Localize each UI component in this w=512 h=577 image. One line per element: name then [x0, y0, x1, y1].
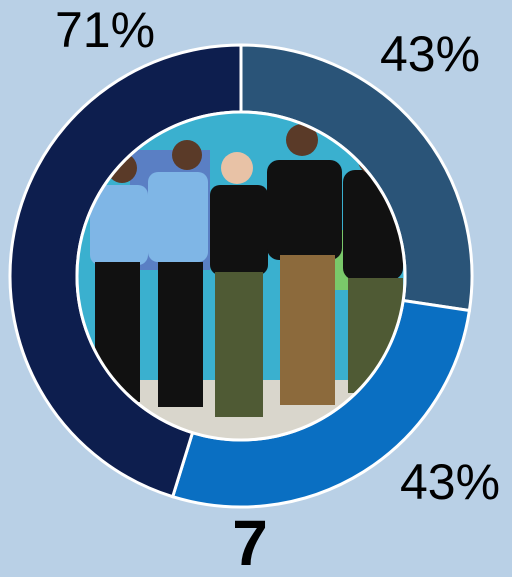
data-label: 43%	[400, 454, 500, 510]
annotation: 7	[232, 507, 268, 577]
data-label: 43%	[380, 26, 480, 82]
data-label: 71%	[55, 2, 155, 58]
